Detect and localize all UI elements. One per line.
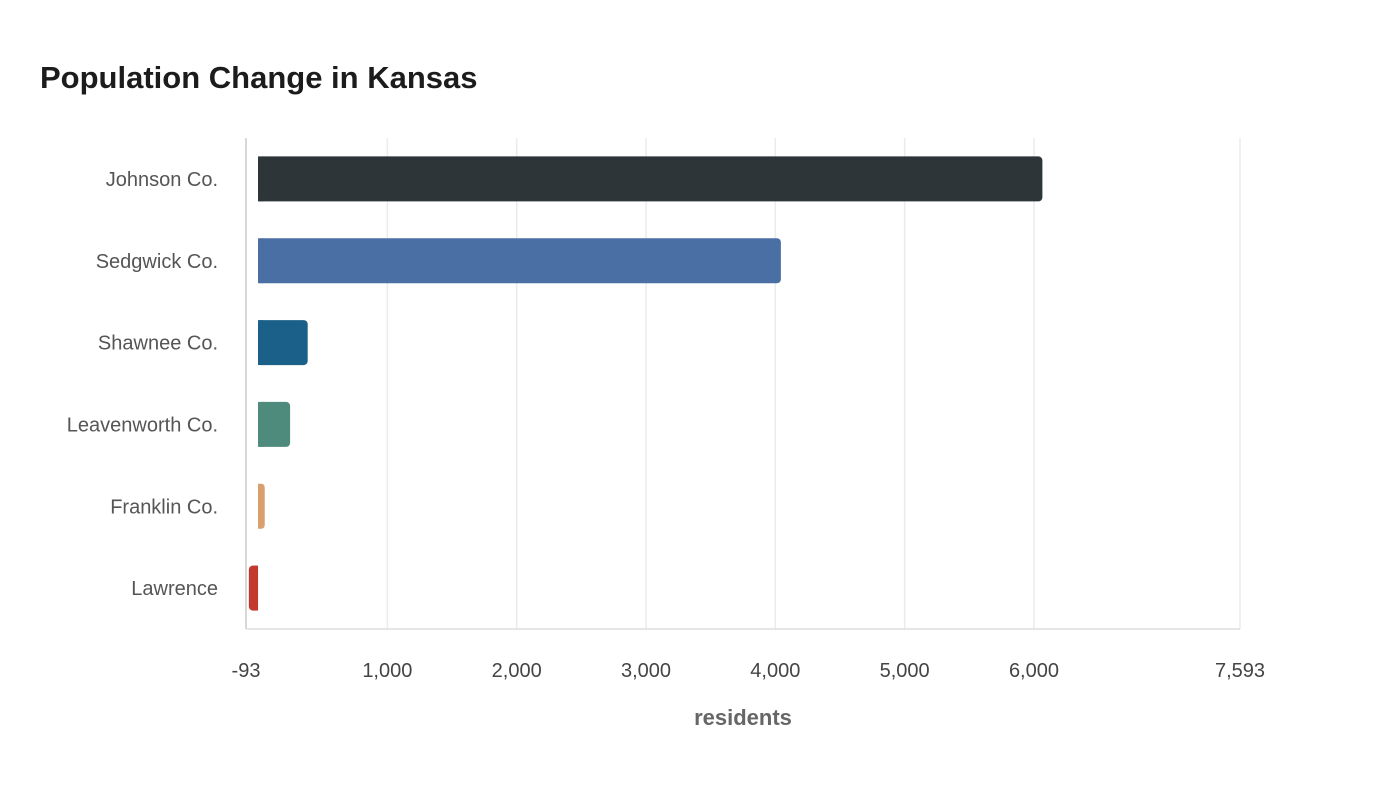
bar-group: 248 xyxy=(258,401,323,447)
category-label: Johnson Co. xyxy=(106,169,218,191)
x-tick-label: 2,000 xyxy=(492,660,542,682)
bar-value-label: 6,065 xyxy=(1042,169,1092,191)
category-label: Leavenworth Co. xyxy=(67,414,218,436)
bar-group: 52 xyxy=(258,483,287,529)
category-label: Lawrence xyxy=(131,578,218,600)
bars: 6,065 4,043 384 248 52 -71 xyxy=(248,156,1092,611)
bar-group: 6,065 xyxy=(258,156,1092,202)
bar-group: 384 xyxy=(258,320,342,366)
x-tick-label: -93 xyxy=(232,660,261,682)
bar-baseline-cap xyxy=(258,483,262,529)
bar xyxy=(258,320,308,366)
category-label: Sedgwick Co. xyxy=(96,251,218,273)
bar-baseline-cap xyxy=(258,320,264,366)
bar-value-label: 4,043 xyxy=(781,251,831,273)
bar-group: -71 xyxy=(248,565,287,611)
x-tick-label: 6,000 xyxy=(1009,660,1059,682)
x-tick-label: 4,000 xyxy=(750,660,800,682)
x-axis-title: residents xyxy=(694,705,792,730)
category-label: Shawnee Co. xyxy=(98,333,218,355)
bar-baseline-cap xyxy=(258,156,264,202)
x-tick-label: 7,593 xyxy=(1215,660,1265,682)
bar-value-label: 248 xyxy=(290,414,323,436)
category-label: Franklin Co. xyxy=(110,496,218,518)
bar-value-label: -71 xyxy=(258,578,287,600)
bar-baseline-cap xyxy=(258,401,264,447)
gridlines xyxy=(386,138,1241,629)
x-tick-label: 5,000 xyxy=(880,660,930,682)
bar-baseline-cap xyxy=(253,565,259,611)
bar-value-label: 52 xyxy=(265,496,287,518)
bar-baseline-cap xyxy=(258,238,264,284)
x-tick-label: 3,000 xyxy=(621,660,671,682)
x-tick-label: 1,000 xyxy=(362,660,412,682)
bar-value-label: 384 xyxy=(308,333,342,355)
bar xyxy=(258,156,1043,202)
chart-title: Population Change in Kansas xyxy=(40,60,478,95)
bar xyxy=(258,401,291,447)
axes: -93 1,000 2,000 3,000 4,000 5,000 6,000 7,593 Jo… xyxy=(67,138,1265,682)
bar xyxy=(258,238,781,284)
bar-group: 4,043 xyxy=(258,238,831,284)
